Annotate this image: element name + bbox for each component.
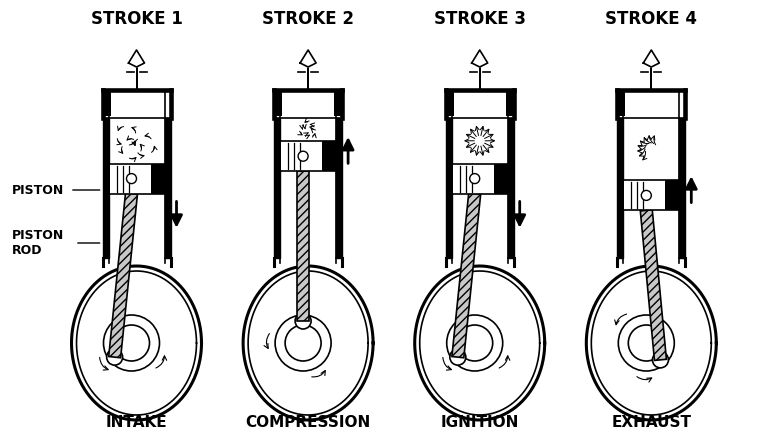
Polygon shape bbox=[472, 50, 488, 67]
Polygon shape bbox=[452, 193, 480, 358]
Bar bbox=[445, 90, 514, 118]
Circle shape bbox=[298, 151, 308, 161]
Bar bbox=[102, 92, 111, 116]
Circle shape bbox=[104, 315, 159, 371]
Polygon shape bbox=[297, 171, 309, 321]
Circle shape bbox=[629, 325, 665, 361]
Bar bbox=[505, 92, 514, 116]
Circle shape bbox=[652, 352, 668, 368]
Text: STROKE 4: STROKE 4 bbox=[605, 10, 697, 28]
Bar bbox=[617, 92, 626, 116]
Bar bbox=[494, 164, 508, 194]
Circle shape bbox=[285, 325, 321, 361]
Circle shape bbox=[450, 349, 466, 365]
Bar bbox=[665, 180, 679, 210]
Bar bbox=[274, 90, 342, 118]
Polygon shape bbox=[72, 266, 201, 420]
Bar bbox=[445, 90, 514, 258]
Circle shape bbox=[114, 325, 150, 361]
Text: PISTON: PISTON bbox=[12, 184, 64, 197]
Bar bbox=[322, 141, 336, 171]
Circle shape bbox=[619, 315, 674, 371]
Text: STROKE 3: STROKE 3 bbox=[434, 10, 526, 28]
Bar bbox=[281, 141, 335, 171]
Circle shape bbox=[295, 313, 311, 329]
Circle shape bbox=[126, 173, 136, 184]
Polygon shape bbox=[640, 210, 666, 360]
Bar bbox=[624, 180, 679, 210]
Circle shape bbox=[641, 191, 651, 201]
Polygon shape bbox=[587, 266, 716, 420]
Circle shape bbox=[470, 173, 480, 184]
Bar bbox=[274, 92, 282, 116]
Polygon shape bbox=[129, 50, 144, 67]
Polygon shape bbox=[108, 193, 137, 358]
Circle shape bbox=[457, 325, 493, 361]
Text: EXHAUST: EXHAUST bbox=[612, 415, 691, 430]
Circle shape bbox=[107, 349, 122, 365]
Text: COMPRESSION: COMPRESSION bbox=[246, 415, 370, 430]
Bar bbox=[452, 164, 507, 194]
Bar bbox=[617, 90, 686, 118]
Circle shape bbox=[275, 315, 331, 371]
Bar bbox=[151, 164, 165, 194]
Polygon shape bbox=[644, 50, 659, 67]
Text: IGNITION: IGNITION bbox=[441, 415, 519, 430]
Polygon shape bbox=[300, 50, 316, 67]
Text: STROKE 1: STROKE 1 bbox=[90, 10, 183, 28]
Bar bbox=[445, 92, 454, 116]
Bar bbox=[102, 90, 171, 118]
Bar bbox=[109, 164, 164, 194]
Bar bbox=[617, 90, 686, 258]
Bar bbox=[334, 92, 342, 116]
Text: PISTON
ROD: PISTON ROD bbox=[12, 229, 64, 257]
Polygon shape bbox=[243, 266, 373, 420]
Text: STROKE 2: STROKE 2 bbox=[262, 10, 354, 28]
Bar bbox=[274, 90, 342, 258]
Polygon shape bbox=[415, 266, 544, 420]
Text: INTAKE: INTAKE bbox=[105, 415, 168, 430]
Circle shape bbox=[447, 315, 502, 371]
Bar bbox=[102, 90, 171, 258]
